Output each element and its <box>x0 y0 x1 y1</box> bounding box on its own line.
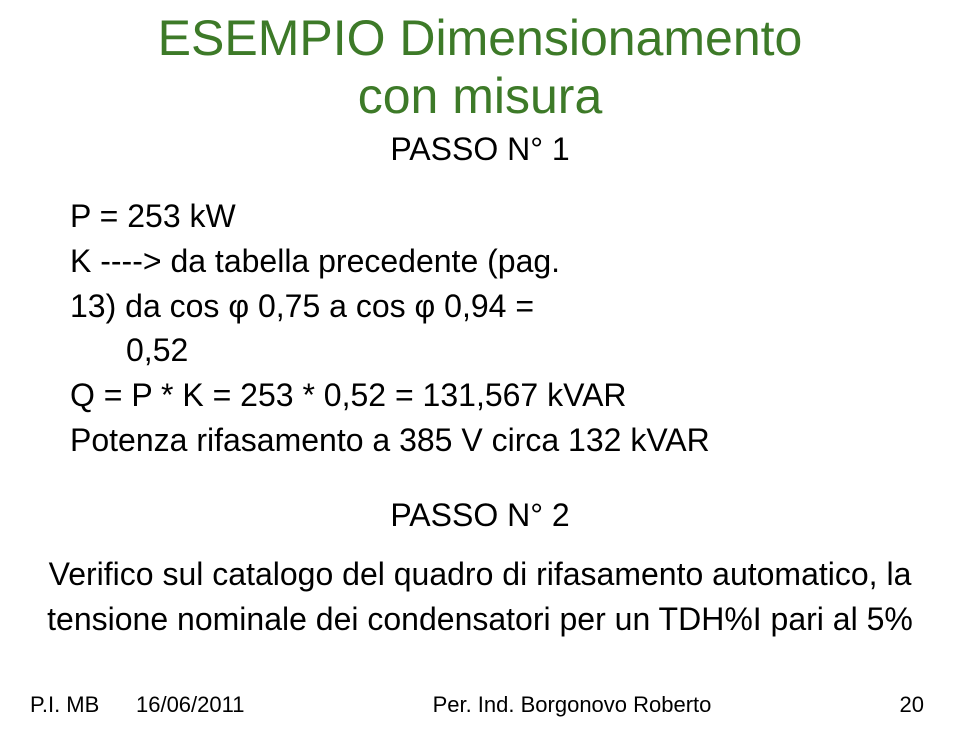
title-line1: ESEMPIO Dimensionamento <box>158 10 803 66</box>
line-q: Q = P * K = 253 * 0,52 = 131,567 kVAR <box>70 373 930 418</box>
footer-center: Per. Ind. Borgonovo Roberto <box>433 692 712 718</box>
title-line2: con misura <box>358 68 603 124</box>
verifico-text: Verifico sul catalogo del quadro di rifa… <box>0 552 960 642</box>
slide-title: ESEMPIO Dimensionamento con misura <box>0 0 960 125</box>
passo-1-heading: PASSO N° 1 <box>0 131 960 168</box>
line-potenza: Potenza rifasamento a 385 V circa 132 kV… <box>70 418 930 463</box>
line-p: P = 253 kW <box>70 194 930 239</box>
footer-date: 16/06/2011 <box>136 692 244 717</box>
line-k: K ----> da tabella precedente (pag.13) d… <box>70 239 930 373</box>
footer: P.I. MB 16/06/2011 Per. Ind. Borgonovo R… <box>0 692 960 718</box>
footer-left: P.I. MB <box>30 692 99 717</box>
passo-2-heading: PASSO N° 2 <box>0 497 960 534</box>
body-block-1: P = 253 kW K ----> da tabella precedente… <box>0 194 960 463</box>
footer-page: 20 <box>900 692 924 718</box>
footer-left-group: P.I. MB 16/06/2011 <box>30 692 244 718</box>
